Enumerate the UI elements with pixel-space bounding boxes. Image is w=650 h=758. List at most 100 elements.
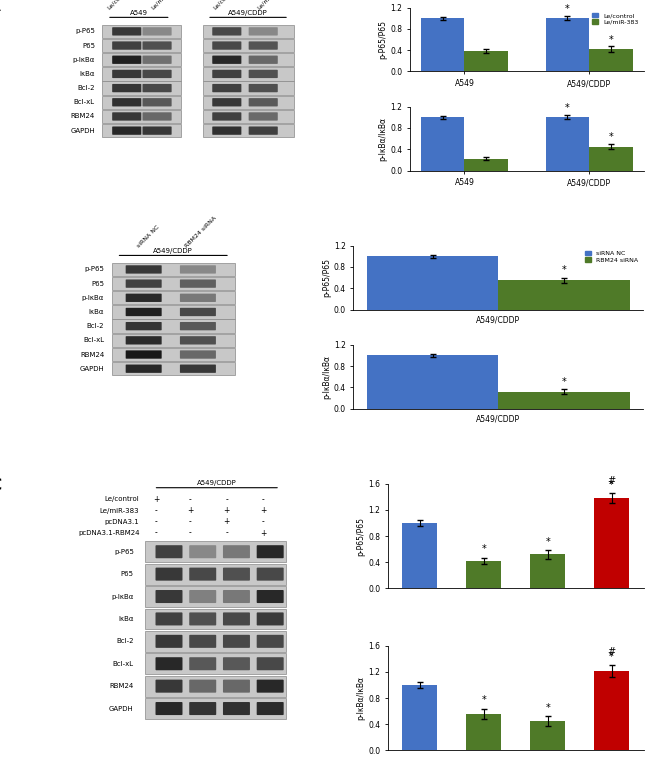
Text: +: + xyxy=(607,741,614,750)
FancyBboxPatch shape xyxy=(189,634,216,648)
FancyBboxPatch shape xyxy=(125,337,162,344)
FancyBboxPatch shape xyxy=(112,305,235,318)
Text: +: + xyxy=(187,506,193,515)
Text: Le/miR-383: Le/miR-383 xyxy=(425,716,465,722)
FancyBboxPatch shape xyxy=(223,612,250,625)
FancyBboxPatch shape xyxy=(213,70,241,78)
Text: Le/control: Le/control xyxy=(105,496,140,503)
Bar xyxy=(530,721,566,750)
FancyBboxPatch shape xyxy=(257,702,283,715)
FancyBboxPatch shape xyxy=(189,545,216,558)
Text: -: - xyxy=(262,518,265,526)
Text: pcDNA3.1: pcDNA3.1 xyxy=(105,518,140,525)
FancyBboxPatch shape xyxy=(125,265,162,274)
Bar xyxy=(590,146,633,171)
Bar xyxy=(499,280,630,309)
Text: -: - xyxy=(188,528,192,537)
FancyBboxPatch shape xyxy=(257,634,283,648)
FancyBboxPatch shape xyxy=(112,98,141,106)
Text: *: * xyxy=(565,5,570,14)
FancyBboxPatch shape xyxy=(257,657,283,670)
FancyBboxPatch shape xyxy=(203,67,294,80)
Bar xyxy=(466,561,501,588)
Bar xyxy=(545,18,590,71)
FancyBboxPatch shape xyxy=(180,280,216,288)
Text: #: # xyxy=(608,475,616,486)
FancyBboxPatch shape xyxy=(142,112,172,121)
Text: Le/miR-383: Le/miR-383 xyxy=(100,508,140,514)
Y-axis label: p-P65/P65: p-P65/P65 xyxy=(379,20,387,59)
Text: Le/control: Le/control xyxy=(107,0,132,11)
FancyBboxPatch shape xyxy=(155,680,183,693)
Text: *: * xyxy=(482,695,486,706)
Text: Bcl-2: Bcl-2 xyxy=(86,323,104,329)
Text: Le/miR-383: Le/miR-383 xyxy=(257,0,285,11)
Text: *: * xyxy=(565,103,570,113)
FancyBboxPatch shape xyxy=(189,680,216,693)
Bar xyxy=(367,356,499,409)
FancyBboxPatch shape xyxy=(145,609,285,629)
Text: -: - xyxy=(527,741,530,750)
Text: +: + xyxy=(566,728,573,737)
Text: -: - xyxy=(155,518,158,526)
FancyBboxPatch shape xyxy=(125,350,162,359)
FancyBboxPatch shape xyxy=(142,27,172,36)
FancyBboxPatch shape xyxy=(155,612,183,625)
FancyBboxPatch shape xyxy=(145,698,285,719)
FancyBboxPatch shape xyxy=(203,39,294,52)
Text: +: + xyxy=(153,495,159,504)
FancyBboxPatch shape xyxy=(103,124,181,137)
FancyBboxPatch shape xyxy=(189,702,216,715)
Text: -: - xyxy=(568,741,571,750)
Text: -: - xyxy=(262,495,265,504)
Text: GAPDH: GAPDH xyxy=(109,706,134,712)
Text: RBM24: RBM24 xyxy=(110,683,134,689)
X-axis label: A549/CDDP: A549/CDDP xyxy=(476,315,521,324)
Text: Bcl-xL: Bcl-xL xyxy=(73,99,95,105)
Text: GAPDH: GAPDH xyxy=(79,365,104,371)
FancyBboxPatch shape xyxy=(213,84,241,92)
FancyBboxPatch shape xyxy=(213,42,241,50)
Text: pcDNA3.1-RBM24: pcDNA3.1-RBM24 xyxy=(78,530,140,536)
FancyBboxPatch shape xyxy=(223,680,250,693)
FancyBboxPatch shape xyxy=(112,348,235,362)
Text: -: - xyxy=(188,518,192,526)
FancyBboxPatch shape xyxy=(223,545,250,558)
Text: A549/CDDP: A549/CDDP xyxy=(153,248,193,254)
Text: RBM24: RBM24 xyxy=(80,352,104,358)
FancyBboxPatch shape xyxy=(145,653,285,674)
FancyBboxPatch shape xyxy=(180,265,216,274)
FancyBboxPatch shape xyxy=(249,84,278,92)
Text: siRNA NC: siRNA NC xyxy=(136,224,161,249)
Text: -: - xyxy=(478,741,482,750)
FancyBboxPatch shape xyxy=(142,42,172,50)
Text: p-P65: p-P65 xyxy=(84,267,104,272)
Text: IκBα: IκBα xyxy=(88,309,104,315)
FancyBboxPatch shape xyxy=(257,568,283,581)
Bar xyxy=(402,523,437,588)
Text: P65: P65 xyxy=(91,280,104,287)
Text: +: + xyxy=(525,715,532,724)
Bar xyxy=(465,52,508,71)
FancyBboxPatch shape xyxy=(112,291,235,305)
Text: +: + xyxy=(260,506,266,515)
FancyBboxPatch shape xyxy=(189,657,216,670)
FancyBboxPatch shape xyxy=(213,27,241,36)
FancyBboxPatch shape xyxy=(223,702,250,715)
FancyBboxPatch shape xyxy=(145,631,285,652)
FancyBboxPatch shape xyxy=(257,545,283,558)
Y-axis label: p-IκBα/IκBα: p-IκBα/IκBα xyxy=(322,355,331,399)
Text: IκBα: IκBα xyxy=(118,616,134,622)
Text: *: * xyxy=(545,537,550,547)
FancyBboxPatch shape xyxy=(112,263,235,276)
FancyBboxPatch shape xyxy=(145,586,285,607)
Text: -: - xyxy=(155,528,158,537)
Text: +: + xyxy=(566,715,573,724)
Y-axis label: p-P65/P65: p-P65/P65 xyxy=(322,258,331,297)
Text: IκBα: IκBα xyxy=(79,71,95,77)
FancyBboxPatch shape xyxy=(257,612,283,625)
Text: -: - xyxy=(478,728,482,737)
Text: Bcl-xL: Bcl-xL xyxy=(83,337,104,343)
FancyBboxPatch shape xyxy=(112,27,141,36)
FancyBboxPatch shape xyxy=(249,70,278,78)
